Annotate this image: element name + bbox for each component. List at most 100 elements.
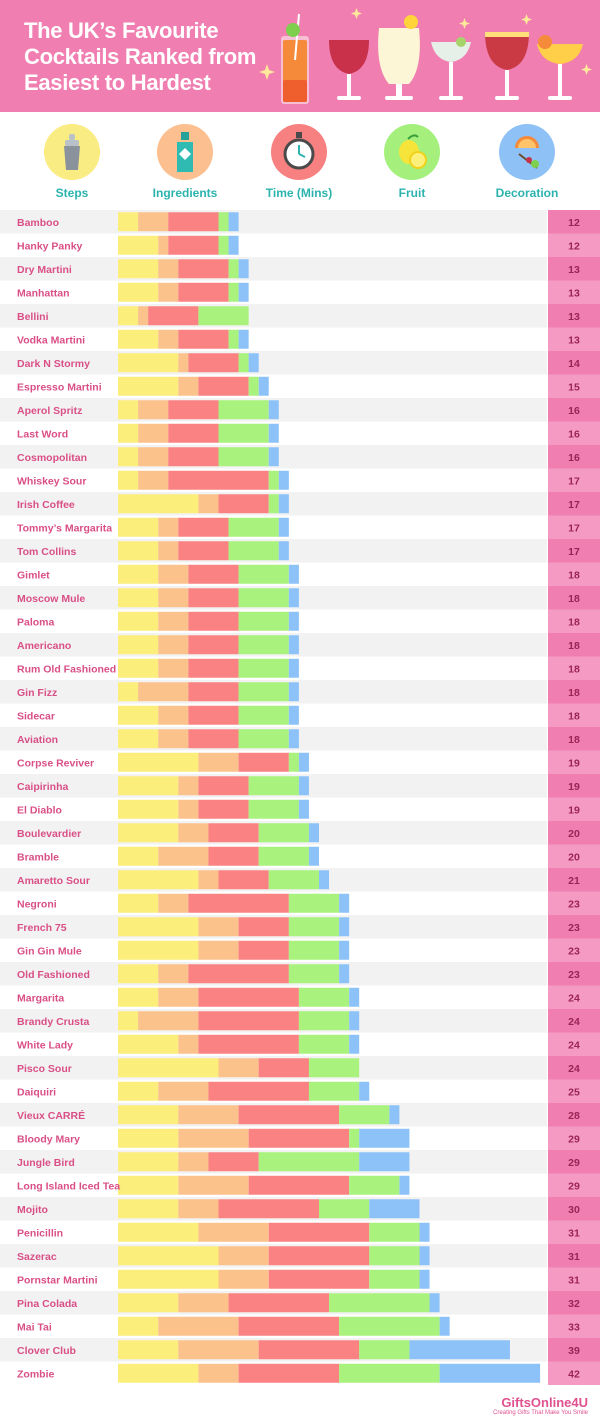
bar-segment-fruit <box>228 282 239 302</box>
bar-segment-decoration <box>339 893 350 913</box>
bar-segment-time-mins <box>218 1199 319 1219</box>
bar-segment-time-mins <box>198 799 249 819</box>
bar-segment-time-mins <box>188 564 239 584</box>
header-banner: The UK’s Favourite Cocktails Ranked from… <box>0 0 600 112</box>
bar-segment-steps <box>118 1081 159 1101</box>
total-cell <box>548 1150 600 1174</box>
legend-item-ingredients: Ingredients <box>130 124 240 200</box>
bar-segment-steps <box>118 1175 179 1195</box>
bar-segment-ingredients <box>178 1152 209 1172</box>
total-cell <box>548 938 600 962</box>
row-total: 18 <box>568 593 580 605</box>
row-total: 13 <box>568 334 580 346</box>
row-label: Vodka Martini <box>17 334 85 346</box>
row-total: 24 <box>568 1039 580 1051</box>
bar-segment-fruit <box>238 611 289 631</box>
brand-logo: GiftsOnline4U <box>501 1395 588 1410</box>
bar-segment-time-mins <box>178 517 229 537</box>
total-cell <box>548 656 600 680</box>
row-total: 24 <box>568 1016 580 1028</box>
bar-segment-steps <box>118 447 139 467</box>
bar-segment-fruit <box>258 823 309 843</box>
row-total: 20 <box>568 851 580 863</box>
total-cell <box>548 985 600 1009</box>
bar-segment-time-mins <box>258 1058 309 1078</box>
total-cell <box>548 774 600 798</box>
row-label: Aperol Spritz <box>17 405 82 417</box>
bar-segment-ingredients <box>198 1363 239 1383</box>
bar-segment-time-mins <box>268 1246 370 1266</box>
bar-segment-steps <box>118 494 199 514</box>
bar-segment-steps <box>118 1105 179 1125</box>
total-cell <box>548 1220 600 1244</box>
bar-segment-decoration <box>298 752 309 772</box>
bar-segment-ingredients <box>178 1128 249 1148</box>
bar-segment-fruit <box>228 329 239 349</box>
bar-segment-decoration <box>298 799 309 819</box>
bar-segment-steps <box>118 423 139 443</box>
total-cell <box>548 750 600 774</box>
row-total: 18 <box>568 710 580 722</box>
row-total: 23 <box>568 922 580 934</box>
bar-segment-ingredients <box>218 1269 269 1289</box>
row-total: 30 <box>568 1204 580 1216</box>
bar-segment-time-mins <box>268 1269 370 1289</box>
total-cell <box>548 821 600 845</box>
bar-segment-ingredients <box>138 212 169 232</box>
row-label: Sazerac <box>17 1251 57 1263</box>
row-label: Whiskey Sour <box>17 475 86 487</box>
bar-segment-steps <box>118 729 159 749</box>
bar-segment-time-mins <box>178 541 229 561</box>
bar-segment-steps <box>118 306 139 326</box>
bar-segment-time-mins <box>188 964 289 984</box>
bar-segment-time-mins <box>188 705 239 725</box>
row-total: 23 <box>568 969 580 981</box>
bar-segment-decoration <box>419 1222 430 1242</box>
bar-segment-ingredients <box>178 1293 229 1313</box>
bar-segment-steps <box>118 776 179 796</box>
row-total: 16 <box>568 405 580 417</box>
row-label: Negroni <box>17 898 57 910</box>
row-label: Amaretto Sour <box>17 875 90 887</box>
row-label: Tom Collins <box>17 546 76 558</box>
bar-segment-time-mins <box>188 588 239 608</box>
bar-segment-steps <box>118 1034 179 1054</box>
bar-segment-time-mins <box>238 1105 340 1125</box>
bar-segment-ingredients <box>138 447 169 467</box>
legend-label: Time (Mins) <box>265 186 333 200</box>
bar-segment-steps <box>118 752 199 772</box>
bar-segment-fruit <box>298 1034 350 1054</box>
bar-segment-fruit <box>218 447 269 467</box>
bar-segment-fruit <box>288 893 340 913</box>
total-cell <box>548 1103 600 1127</box>
total-cell <box>548 468 600 492</box>
bar-segment-ingredients <box>158 1081 209 1101</box>
bar-segment-decoration <box>399 1175 410 1195</box>
bar-segment-decoration <box>288 705 299 725</box>
row-total: 24 <box>568 992 580 1004</box>
bar-segment-time-mins <box>248 1128 350 1148</box>
bar-segment-time-mins <box>248 1175 350 1195</box>
bar-segment-steps <box>118 682 139 702</box>
bar-segment-fruit <box>218 212 229 232</box>
bar-segment-ingredients <box>178 1199 219 1219</box>
row-total: 24 <box>568 1063 580 1075</box>
row-total: 42 <box>568 1368 580 1380</box>
sparkle-icon <box>581 64 592 75</box>
bar-segment-time-mins <box>258 1340 360 1360</box>
row-total: 18 <box>568 663 580 675</box>
bar-segment-time-mins <box>148 306 199 326</box>
row-label: Gimlet <box>17 569 50 581</box>
bar-segment-steps <box>118 611 159 631</box>
row-label: Bellini <box>17 311 49 323</box>
row-total: 14 <box>568 358 580 370</box>
bar-segment-time-mins <box>198 376 249 396</box>
bar-segment-time-mins <box>188 658 239 678</box>
bar-segment-fruit <box>218 400 269 420</box>
row-label: Penicillin <box>17 1227 63 1239</box>
row-band <box>0 280 547 304</box>
row-label: Old Fashioned <box>17 969 90 981</box>
bar-segment-steps <box>118 1340 179 1360</box>
wine-glass-icon <box>329 40 369 100</box>
row-label: Paloma <box>17 616 55 628</box>
